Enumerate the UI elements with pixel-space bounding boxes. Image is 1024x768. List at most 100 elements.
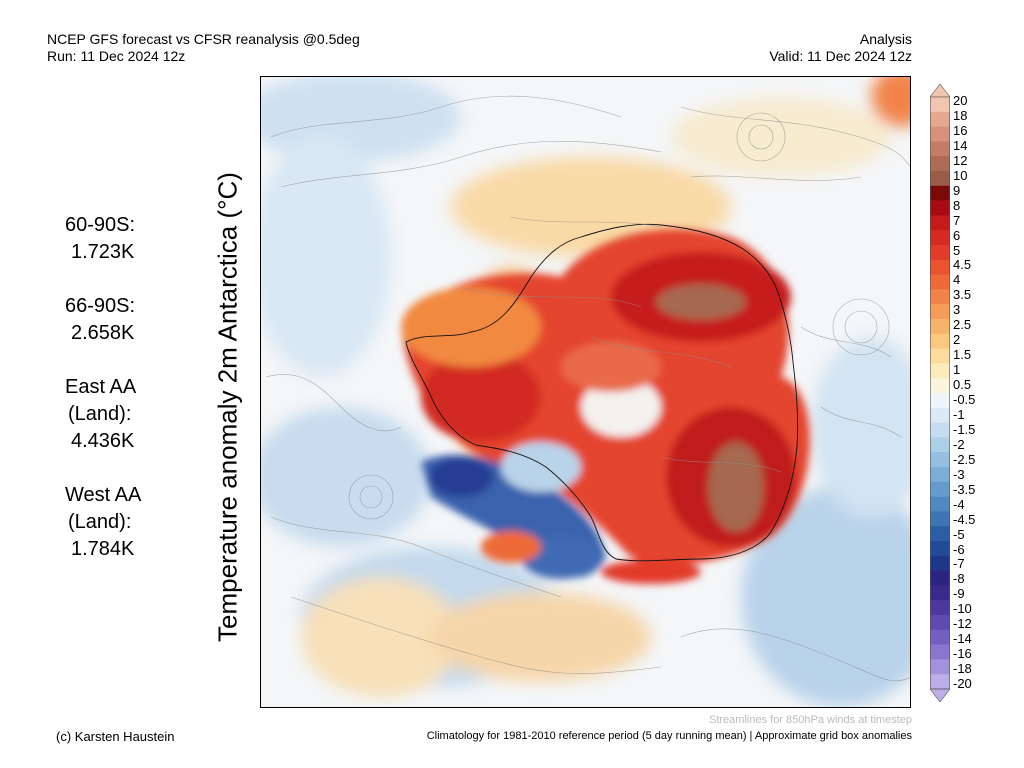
colorbar-segment (930, 171, 950, 187)
chart-title: NCEP GFS forecast vs CFSR reanalysis @0.… (47, 31, 360, 47)
colorbar-top-arrow (930, 84, 950, 98)
colorbar-tick-label: 6 (953, 227, 961, 243)
colorbar-tick-label: 7 (953, 212, 961, 228)
colorbar-segment (930, 274, 950, 290)
stat-line: (Land): (68, 511, 132, 533)
colorbar-tick-label: -0.5 (953, 392, 976, 407)
colorbar-segment (930, 393, 950, 409)
colorbar-segment (930, 422, 950, 438)
colorbar-tick-label: 5 (953, 242, 961, 258)
colorbar (930, 84, 950, 702)
colorbar-segment (930, 585, 950, 601)
antarctica-coastline (405, 223, 799, 562)
stat-line: West AA (65, 484, 142, 506)
streamline-note: Streamlines for 850hPa winds at timestep (709, 714, 912, 726)
colorbar-tick-label: -1 (953, 406, 965, 422)
colorbar-tick-label: 1.5 (953, 347, 972, 363)
colorbar-segment (930, 319, 950, 335)
header-right: Analysis Valid: 11 Dec 2024 12z (769, 31, 912, 65)
climatology-note: Climatology for 1981-2010 reference peri… (426, 730, 912, 742)
colorbar-segment (930, 245, 950, 261)
colorbar-segment (930, 526, 950, 542)
colorbar-tick-label: -3 (953, 466, 965, 482)
colorbar-tick-label: -8 (953, 571, 965, 587)
colorbar-tick-label: 2 (953, 332, 961, 348)
colorbar-segment (930, 111, 950, 127)
colorbar-tick-label: -18 (953, 661, 972, 677)
colorbar-tick-label: 16 (953, 122, 968, 138)
colorbar-segment (930, 659, 950, 675)
colorbar-segment (930, 304, 950, 320)
colorbar-segment (930, 481, 950, 497)
colorbar-segment (930, 156, 950, 172)
stat-west-aa: West AA (Land): 1.784K (65, 482, 141, 563)
colorbar-segment (930, 511, 950, 527)
colorbar-segment (930, 629, 950, 645)
colorbar-svg (930, 84, 950, 702)
continent-anomaly-field (401, 229, 810, 584)
colorbar-tick-label: 4 (953, 272, 961, 288)
colorbar-segment (930, 674, 950, 690)
colorbar-tick-label: -9 (953, 586, 965, 602)
colorbar-tick-label: -3.5 (953, 481, 976, 497)
colorbar-segment (930, 200, 950, 216)
colorbar-segment (930, 378, 950, 394)
colorbar-segment (930, 348, 950, 364)
colorbar-tick-label: 20 (953, 93, 968, 108)
anomaly-map (260, 76, 911, 708)
colorbar-segment (930, 615, 950, 631)
valid-time: Valid: 11 Dec 2024 12z (769, 48, 912, 64)
colorbar-segment (930, 452, 950, 468)
colorbar-segment (930, 333, 950, 349)
stat-line: 1.784K (71, 538, 135, 560)
colorbar-segment (930, 644, 950, 660)
colorbar-tick-label: 4.5 (953, 257, 972, 273)
colorbar-segment (930, 141, 950, 157)
colorbar-tick-label: -7 (953, 556, 965, 572)
colorbar-segment (930, 570, 950, 586)
stat-line: (Land): (68, 403, 132, 425)
stat-line: 2.658K (71, 322, 135, 344)
colorbar-segment (930, 97, 950, 113)
colorbar-segment (930, 496, 950, 512)
colorbar-segment (930, 363, 950, 379)
stat-east-aa: East AA (Land): 4.436K (65, 374, 141, 455)
colorbar-segment (930, 541, 950, 557)
colorbar-tick-label: -4.5 (953, 511, 976, 527)
colorbar-segment (930, 437, 950, 453)
colorbar-segment (930, 215, 950, 231)
region-stats: 60-90S: 1.723K 66-90S: 2.658K East AA (L… (65, 212, 141, 590)
stat-66-90s: 66-90S: 2.658K (65, 293, 141, 347)
colorbar-segment (930, 289, 950, 305)
colorbar-tick-label: -5 (953, 526, 965, 542)
colorbar-tick-label: 9 (953, 182, 961, 198)
colorbar-tick-label: -1.5 (953, 421, 976, 437)
colorbar-tick-label: -2 (953, 436, 965, 452)
stat-line: 4.436K (71, 430, 135, 452)
header-left: NCEP GFS forecast vs CFSR reanalysis @0.… (47, 31, 360, 65)
colorbar-frame (930, 96, 950, 690)
colorbar-tick-label: 8 (953, 197, 961, 213)
colorbar-segment (930, 600, 950, 616)
run-time: Run: 11 Dec 2024 12z (47, 48, 186, 64)
credit: (c) Karsten Haustein (56, 729, 175, 744)
colorbar-tick-label: 2.5 (953, 317, 972, 333)
stat-line: 66-90S: (65, 295, 136, 317)
colorbar-tick-label: -14 (953, 631, 972, 647)
colorbar-tick-label: 12 (953, 152, 968, 168)
colorbar-segment (930, 230, 950, 246)
stat-60-90s: 60-90S: 1.723K (65, 212, 141, 266)
colorbar-tick-label: -2.5 (953, 451, 976, 467)
colorbar-tick-label: -16 (953, 646, 972, 662)
stat-line: East AA (65, 376, 137, 398)
colorbar-segment (930, 467, 950, 483)
colorbar-tick-label: 10 (953, 167, 968, 183)
stat-line: 60-90S: (65, 214, 136, 236)
colorbar-tick-label: 3.5 (953, 287, 972, 303)
colorbar-segment (930, 126, 950, 142)
colorbar-tick-label: -20 (953, 676, 972, 692)
colorbar-tick-label: -12 (953, 616, 972, 632)
wind-streamlines (265, 95, 910, 682)
colorbar-segment (930, 185, 950, 201)
y-axis-label: Temperature anomaly 2m Antarctica (°C) (212, 172, 243, 642)
